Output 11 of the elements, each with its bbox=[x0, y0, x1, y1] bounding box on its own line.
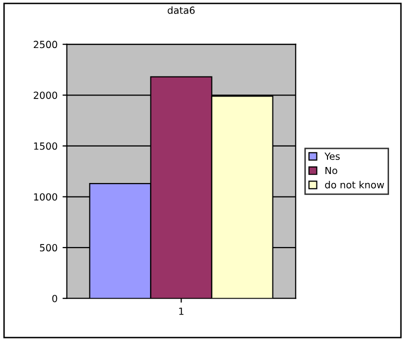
y-tick-label: 2000 bbox=[34, 92, 58, 99]
x-tick-label: 1 bbox=[179, 308, 184, 315]
legend-label: do not know bbox=[325, 180, 384, 188]
y-tick-label: 1500 bbox=[34, 142, 58, 150]
y-tick-label: 500 bbox=[40, 244, 58, 252]
y-tick-label: 0 bbox=[52, 294, 58, 302]
chart-title: data6 bbox=[168, 6, 195, 14]
y-tick-label: 2500 bbox=[34, 40, 58, 48]
legend-label: Yes bbox=[324, 152, 340, 160]
legend-label: No bbox=[325, 166, 338, 174]
y-tick-label: 1000 bbox=[34, 193, 58, 201]
